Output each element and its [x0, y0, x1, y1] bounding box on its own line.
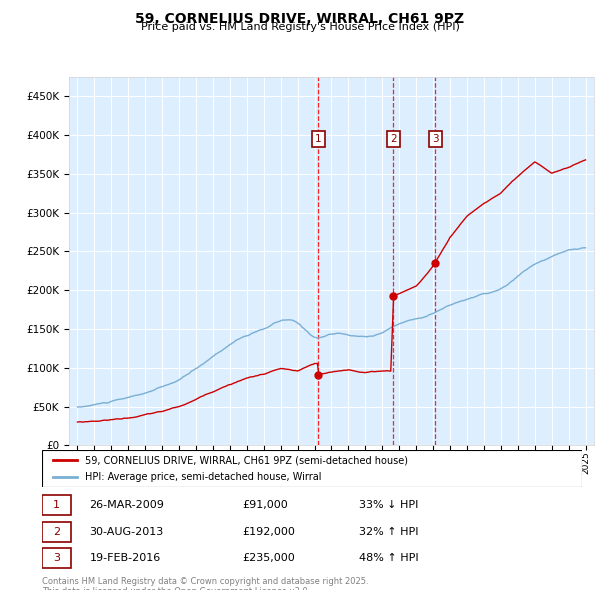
Text: 30-AUG-2013: 30-AUG-2013 [89, 527, 164, 536]
Text: 3: 3 [53, 553, 60, 563]
Text: 2: 2 [390, 134, 397, 144]
FancyBboxPatch shape [42, 450, 582, 487]
Text: Price paid vs. HM Land Registry's House Price Index (HPI): Price paid vs. HM Land Registry's House … [140, 22, 460, 32]
Text: 48% ↑ HPI: 48% ↑ HPI [359, 553, 418, 563]
Text: £192,000: £192,000 [242, 527, 296, 536]
Text: £91,000: £91,000 [242, 500, 289, 510]
Text: 32% ↑ HPI: 32% ↑ HPI [359, 527, 418, 536]
Text: 59, CORNELIUS DRIVE, WIRRAL, CH61 9PZ (semi-detached house): 59, CORNELIUS DRIVE, WIRRAL, CH61 9PZ (s… [85, 455, 408, 465]
FancyBboxPatch shape [42, 495, 71, 515]
FancyBboxPatch shape [42, 548, 71, 568]
Text: 2: 2 [53, 527, 60, 536]
Text: 1: 1 [315, 134, 322, 144]
Text: £235,000: £235,000 [242, 553, 295, 563]
Text: 19-FEB-2016: 19-FEB-2016 [89, 553, 161, 563]
Text: 1: 1 [53, 500, 60, 510]
Text: 3: 3 [432, 134, 439, 144]
Text: 26-MAR-2009: 26-MAR-2009 [89, 500, 164, 510]
Text: Contains HM Land Registry data © Crown copyright and database right 2025.
This d: Contains HM Land Registry data © Crown c… [42, 577, 368, 590]
Text: 33% ↓ HPI: 33% ↓ HPI [359, 500, 418, 510]
FancyBboxPatch shape [42, 522, 71, 542]
Text: HPI: Average price, semi-detached house, Wirral: HPI: Average price, semi-detached house,… [85, 472, 322, 482]
Text: 59, CORNELIUS DRIVE, WIRRAL, CH61 9PZ: 59, CORNELIUS DRIVE, WIRRAL, CH61 9PZ [136, 12, 464, 26]
